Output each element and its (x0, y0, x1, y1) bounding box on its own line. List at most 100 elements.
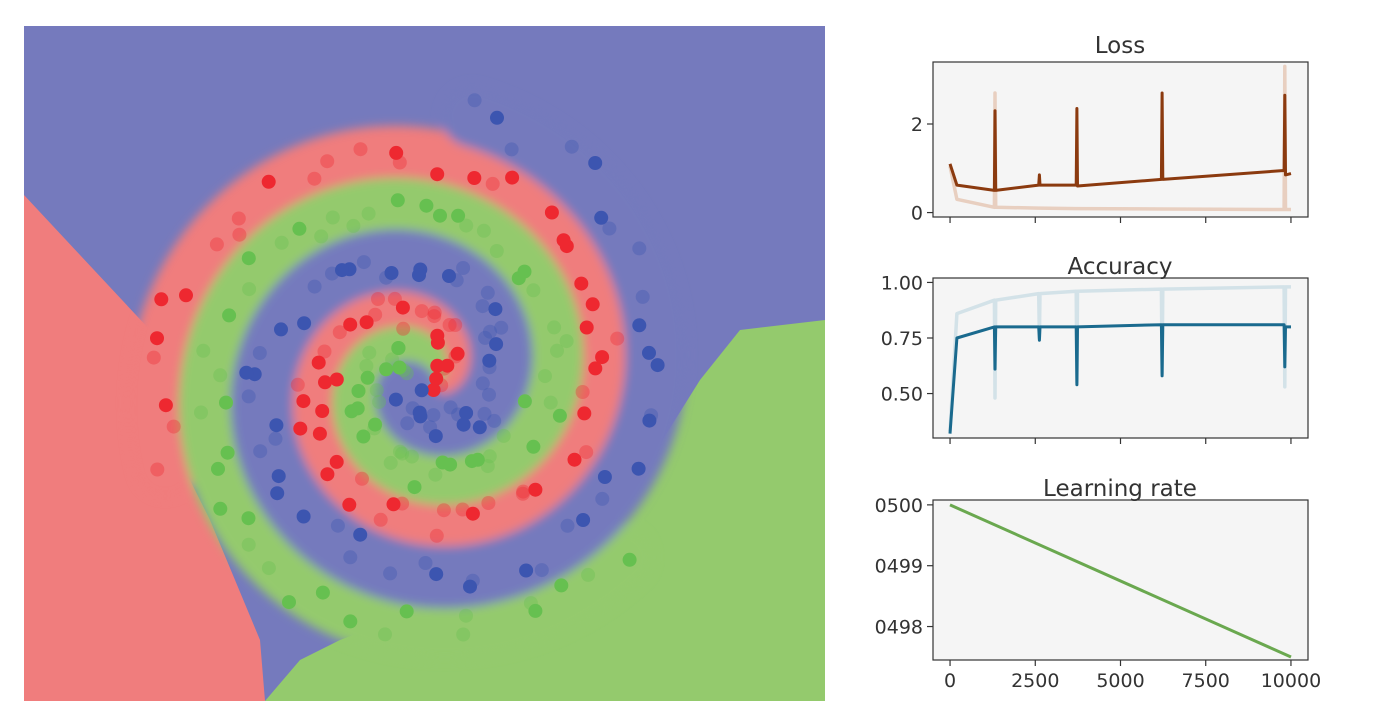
point-green (372, 394, 387, 409)
point-blue (597, 470, 612, 484)
point-red (371, 292, 385, 306)
point-red (150, 331, 164, 346)
point-blue (429, 567, 444, 582)
point-blue (400, 416, 415, 431)
point-blue (564, 139, 579, 154)
point-green (443, 457, 458, 472)
point-red (342, 497, 357, 512)
point-green (196, 343, 211, 358)
point-blue (475, 376, 490, 391)
point-blue (504, 142, 519, 157)
point-red (312, 426, 327, 441)
x-tick-label: 10000 (1261, 670, 1321, 692)
point-blue (270, 486, 285, 501)
point-blue (594, 210, 609, 225)
point-blue (472, 420, 487, 435)
point-green (543, 395, 558, 410)
point-green (274, 235, 289, 250)
point-red (528, 482, 543, 497)
point-green (378, 627, 392, 642)
point-green (480, 459, 495, 474)
region-green-lower-right (265, 320, 825, 701)
point-red (293, 421, 308, 436)
point-green (325, 210, 340, 225)
point-green (292, 221, 307, 236)
point-red (150, 462, 165, 477)
point-blue (480, 285, 495, 300)
point-blue (631, 461, 646, 476)
point-red (332, 325, 347, 340)
point-red (311, 355, 326, 370)
point-green (360, 370, 375, 385)
point-red (485, 176, 500, 191)
point-blue (483, 324, 497, 339)
point-blue (297, 316, 312, 331)
point-blue (482, 353, 497, 368)
point-blue (335, 263, 349, 278)
point-blue (534, 563, 549, 578)
point-red (481, 496, 496, 510)
point-green (552, 408, 567, 423)
point-red (261, 174, 276, 189)
point-red (329, 372, 344, 387)
point-red (505, 170, 520, 185)
point-green (194, 405, 208, 420)
point-blue (642, 345, 656, 360)
point-red (448, 318, 463, 332)
point-blue (388, 392, 403, 407)
point-red (442, 318, 457, 332)
point-red (290, 377, 305, 392)
point-green (242, 282, 257, 297)
point-green (213, 501, 228, 516)
point-blue (519, 563, 534, 578)
point-blue (576, 513, 591, 527)
point-green (282, 595, 296, 610)
point-green (261, 561, 276, 576)
point-red (516, 484, 531, 499)
point-red (414, 304, 429, 319)
point-red (430, 358, 445, 373)
point-green (362, 345, 377, 360)
point-green (433, 208, 447, 223)
point-red (396, 321, 411, 336)
point-blue (642, 413, 657, 428)
point-green (379, 362, 394, 377)
point-green (459, 608, 473, 623)
point-blue (428, 429, 443, 444)
point-blue (475, 299, 490, 314)
point-red (467, 171, 482, 185)
point-blue (490, 110, 504, 125)
point-blue (442, 269, 456, 283)
series-line-0 (948, 91, 1292, 192)
point-blue (268, 431, 283, 446)
point-red (315, 404, 330, 418)
point-red (426, 383, 441, 397)
point-green (343, 614, 358, 629)
point-red (450, 346, 465, 361)
point-green (220, 445, 235, 460)
point-green (351, 384, 366, 398)
y-tick-label: 0 (911, 203, 923, 225)
point-blue (478, 330, 493, 345)
point-blue (459, 406, 474, 420)
point-green (482, 449, 497, 464)
point-green (517, 264, 532, 279)
accuracy-chart: Accuracy 0.50 0.75 1.00 (881, 254, 1309, 444)
point-blue (252, 346, 267, 360)
point-blue (379, 270, 394, 285)
point-red (575, 385, 590, 399)
point-blue (595, 491, 610, 506)
point-red (355, 471, 369, 486)
point-blue (412, 268, 426, 283)
point-blue (602, 221, 617, 236)
point-green (459, 218, 474, 233)
point-green (547, 320, 562, 335)
point-red (359, 315, 374, 330)
y-tick-label: 1.00 (881, 272, 923, 294)
point-blue (307, 279, 322, 294)
point-red (158, 398, 173, 413)
point-red (610, 331, 625, 346)
point-red (429, 371, 444, 386)
y-tick-label: 0.75 (881, 328, 923, 350)
